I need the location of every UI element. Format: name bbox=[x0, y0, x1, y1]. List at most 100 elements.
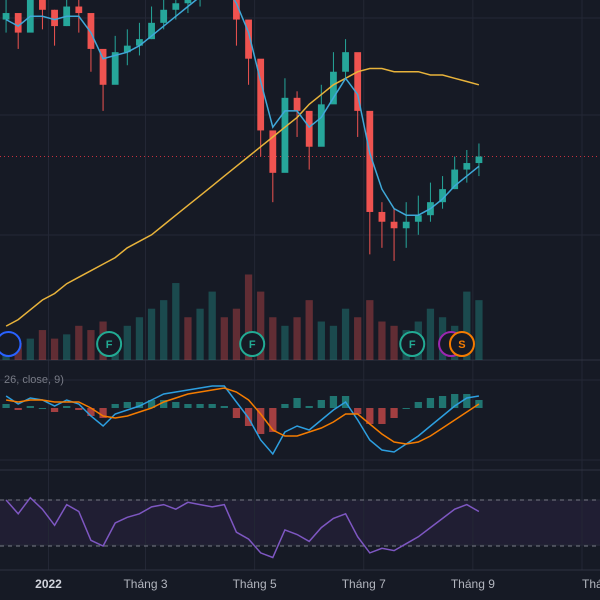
candle-body bbox=[378, 211, 386, 222]
candle-body bbox=[439, 189, 446, 203]
volume-bar bbox=[196, 308, 204, 360]
volume-bar bbox=[160, 300, 168, 360]
volume-bar bbox=[123, 325, 131, 360]
event-marker-label-1: F bbox=[106, 339, 113, 351]
volume-bar bbox=[475, 300, 483, 360]
volume-bar bbox=[378, 321, 386, 360]
volume-bar bbox=[281, 325, 289, 360]
macd-histogram-bar bbox=[390, 408, 398, 418]
candle-body bbox=[293, 97, 301, 111]
macd-histogram-bar bbox=[317, 400, 325, 408]
volume-bar bbox=[38, 330, 47, 360]
macd-histogram-bar bbox=[75, 408, 83, 410]
candle-body bbox=[233, 0, 240, 20]
candle-body bbox=[75, 6, 83, 14]
candle-body bbox=[148, 22, 155, 40]
macd-histogram-bar bbox=[305, 406, 313, 408]
macd-line bbox=[5, 385, 480, 456]
candle-body bbox=[451, 169, 459, 190]
macd-histogram-bar bbox=[426, 398, 435, 408]
volume-bar bbox=[63, 334, 71, 360]
macd-histogram-bar bbox=[438, 396, 447, 408]
macd-histogram-bar bbox=[293, 398, 301, 408]
volume-bar bbox=[366, 300, 374, 360]
macd-histogram-bar bbox=[87, 408, 95, 416]
candle-body bbox=[14, 13, 22, 33]
rsi-band bbox=[0, 500, 600, 546]
macd-histogram-bar bbox=[402, 408, 410, 409]
macd-histogram-bar bbox=[111, 404, 119, 408]
macd-indicator-label: 26, close, 9) bbox=[4, 374, 64, 386]
volume-bar bbox=[75, 325, 83, 360]
candle-body bbox=[123, 45, 131, 53]
candle-body bbox=[99, 48, 107, 85]
rsi-line bbox=[5, 496, 480, 559]
volume-bar bbox=[244, 274, 253, 360]
candle-body bbox=[463, 163, 471, 170]
time-axis-label-5: Tháng 11 bbox=[582, 577, 600, 591]
macd-histogram-bar bbox=[196, 404, 204, 408]
macd-histogram-bar bbox=[414, 402, 422, 408]
macd-histogram-bar bbox=[366, 408, 374, 424]
event-marker-2[interactable] bbox=[239, 331, 266, 357]
macd-histogram-bar bbox=[38, 408, 47, 409]
volume-bar bbox=[257, 291, 265, 360]
volume-bar bbox=[147, 308, 156, 360]
volume-bar bbox=[341, 308, 350, 360]
macd-histogram-bar bbox=[232, 408, 241, 418]
macd-histogram-bar bbox=[463, 394, 471, 408]
candle-body bbox=[184, 0, 192, 4]
ma-fast-line bbox=[5, 0, 480, 216]
macd-histogram-bar bbox=[123, 402, 131, 408]
macd-histogram-bar bbox=[281, 404, 289, 408]
candle-body bbox=[2, 13, 10, 20]
event-marker-0[interactable] bbox=[0, 331, 22, 357]
candle-body bbox=[39, 0, 46, 10]
volume-bar bbox=[135, 317, 144, 360]
event-marker-3[interactable] bbox=[399, 331, 426, 357]
macd-histogram-bar bbox=[26, 406, 34, 408]
volume-bar bbox=[172, 283, 180, 360]
time-axis: 2022 Tháng 3 Tháng 5 Tháng 7 Tháng 9 Tháng 11 bbox=[35, 577, 600, 591]
volume-bar bbox=[390, 325, 398, 360]
volume-bar bbox=[463, 291, 471, 360]
macd-histogram-bar bbox=[257, 408, 265, 434]
rsi-pane bbox=[0, 496, 600, 559]
candle-body bbox=[414, 215, 422, 222]
price-candles bbox=[2, 0, 483, 261]
candle-body bbox=[390, 221, 398, 229]
event-marker-5[interactable] bbox=[448, 331, 475, 357]
volume-bar bbox=[426, 308, 435, 360]
volume-bar bbox=[87, 330, 95, 360]
candle-body bbox=[160, 9, 168, 23]
candle-body bbox=[245, 19, 252, 59]
volume-bar bbox=[293, 317, 301, 360]
moving-averages bbox=[5, 0, 480, 327]
time-axis-label-2: Tháng 5 bbox=[233, 577, 277, 591]
macd-histogram-bar bbox=[147, 400, 156, 408]
candle-body bbox=[475, 156, 483, 164]
candle-body bbox=[172, 3, 180, 10]
macd-pane: 26, close, 9) bbox=[2, 374, 483, 456]
signal-line bbox=[5, 387, 480, 445]
time-axis-label-0: 2022 bbox=[35, 577, 62, 591]
macd-histogram-bar bbox=[99, 408, 107, 418]
volume-bar bbox=[232, 308, 241, 360]
event-marker-1[interactable] bbox=[96, 331, 123, 357]
candle-body bbox=[87, 13, 95, 49]
time-axis-label-3: Tháng 7 bbox=[342, 577, 386, 591]
event-marker-label-5: S bbox=[458, 339, 465, 351]
macd-histogram-bar bbox=[2, 404, 10, 408]
macd-histogram-bar bbox=[135, 402, 144, 408]
macd-histogram-bar bbox=[63, 406, 71, 408]
volume-bar bbox=[50, 338, 59, 360]
volume-bar bbox=[208, 291, 216, 360]
macd-histogram-bar bbox=[14, 408, 22, 410]
event-marker-label-3: F bbox=[409, 339, 416, 351]
candle-body bbox=[281, 97, 289, 173]
event-marker-label-2: F bbox=[249, 339, 256, 351]
candle-body bbox=[269, 130, 277, 173]
